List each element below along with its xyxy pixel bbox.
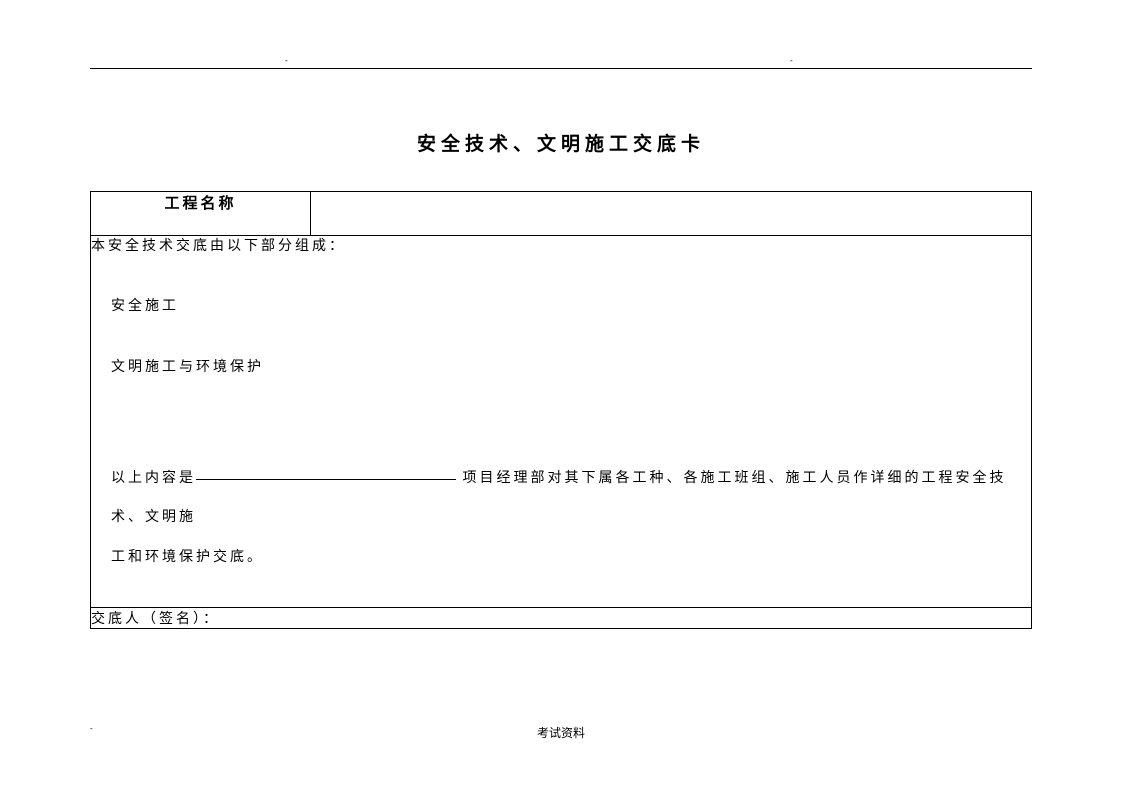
signature-row: 交底人（签名）： xyxy=(91,607,1032,628)
content-cell: 本安全技术交底由以下部分组成： 安全施工 文明施工与环境保护 以上内容是 项目经… xyxy=(91,236,1032,608)
content-item-1: 安全施工 xyxy=(111,296,1031,318)
header-dash-right: - xyxy=(790,56,793,65)
content-intro: 本安全技术交底由以下部分组成： xyxy=(91,236,1031,258)
header-row: 工程名称 xyxy=(91,192,1032,236)
header-dash-left: - xyxy=(285,56,288,65)
footer: - 考试资料 xyxy=(90,724,1032,733)
page-container: - - 安全技术、文明施工交底卡 工程名称 本安全技术交底由以下部分组成： 安全… xyxy=(0,0,1122,793)
project-name-value xyxy=(311,192,1032,236)
content-item-2: 文明施工与环境保护 xyxy=(111,357,1031,379)
underline-blank xyxy=(196,479,456,480)
project-name-label: 工程名称 xyxy=(91,192,311,236)
form-table: 工程名称 本安全技术交底由以下部分组成： 安全施工 文明施工与环境保护 以上内容… xyxy=(90,191,1032,629)
summary-line2: 工和环境保护交底。 xyxy=(111,538,1031,577)
content-row: 本安全技术交底由以下部分组成： 安全施工 文明施工与环境保护 以上内容是 项目经… xyxy=(91,236,1032,608)
footer-center-text: 考试资料 xyxy=(537,724,585,741)
summary-prefix: 以上内容是 xyxy=(111,471,196,486)
content-summary: 以上内容是 项目经理部对其下属各工种、各施工班组、施工人员作详细的工程安全技术、… xyxy=(111,459,1031,577)
page-title: 安全技术、文明施工交底卡 xyxy=(90,129,1032,156)
signature-cell: 交底人（签名）： xyxy=(91,607,1032,628)
signature-label: 交底人（签名）： xyxy=(91,612,220,627)
header-rule xyxy=(90,68,1032,69)
footer-left-mark: - xyxy=(90,724,93,733)
